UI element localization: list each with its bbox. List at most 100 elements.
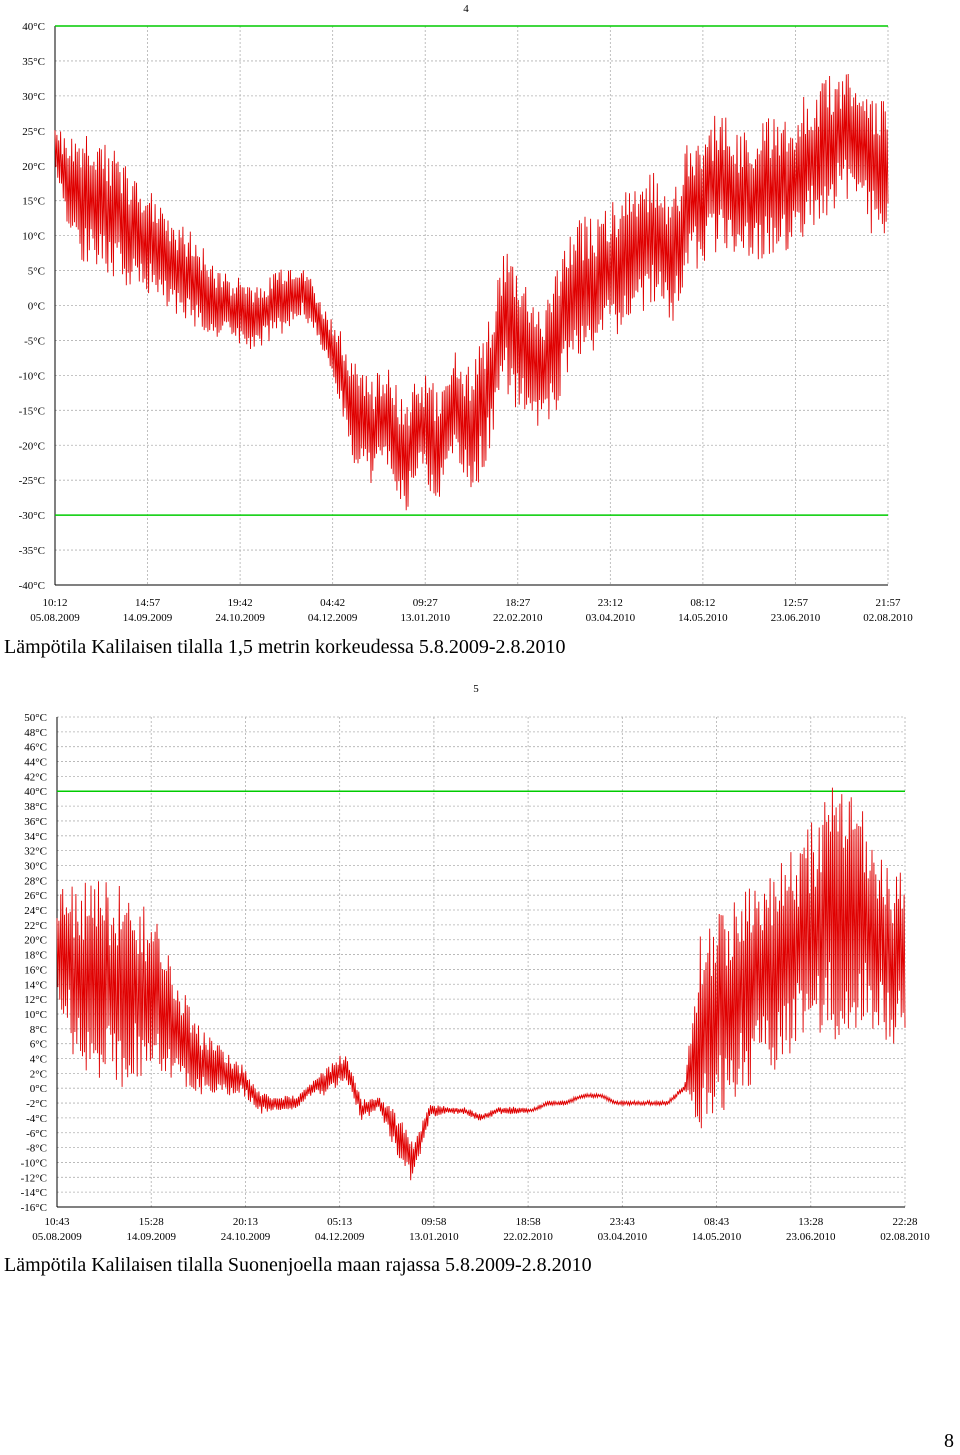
y-tick-label: 20°C — [22, 161, 45, 173]
temperature-chart-ground: 5 50°C 48°C 46°C 44°C 42°C 40°C 38°C 36°C 34°C 32°… — [21, 683, 931, 1243]
x-tick-time: 12:57 — [783, 597, 809, 609]
x-tick-date: 22.02.2010 — [493, 612, 543, 624]
temperature-series-line — [56, 787, 906, 1181]
x-tick-time: 13:28 — [798, 1216, 824, 1228]
y-tick-label: 30°C — [24, 860, 47, 872]
x-tick-date: 02.08.2010 — [863, 612, 913, 624]
x-tick-time: 20:13 — [233, 1216, 259, 1228]
x-tick-time: 14:57 — [135, 597, 161, 609]
y-tick-label: 8°C — [30, 1024, 47, 1036]
x-tick-time: 05:13 — [327, 1216, 353, 1228]
y-tick-label: -10°C — [19, 370, 45, 382]
y-tick-label: 0°C — [30, 1083, 47, 1095]
y-tick-label: 44°C — [24, 757, 47, 769]
y-tick-label: 22°C — [24, 920, 47, 932]
x-tick-time: 18:27 — [505, 597, 531, 609]
y-tick-label: -25°C — [19, 475, 45, 487]
y-tick-label: 48°C — [24, 727, 47, 739]
x-tick-date: 13.01.2010 — [400, 612, 450, 624]
y-tick-label: 16°C — [24, 964, 47, 976]
y-tick-label: 10°C — [22, 231, 45, 243]
x-tick-time: 04:42 — [320, 597, 345, 609]
y-tick-label: 38°C — [24, 801, 47, 813]
y-tick-label: 20°C — [24, 935, 47, 947]
x-tick-time: 23:43 — [610, 1216, 636, 1228]
x-tick-time: 10:43 — [44, 1216, 70, 1228]
y-tick-label: -10°C — [21, 1157, 47, 1169]
y-tick-label: -16°C — [21, 1202, 47, 1214]
chart-number: 5 — [473, 683, 479, 695]
x-tick-time: 22:28 — [892, 1216, 918, 1228]
y-tick-label: 36°C — [24, 816, 47, 828]
y-tick-label: 12°C — [24, 994, 47, 1006]
y-tick-label: 25°C — [22, 126, 45, 138]
y-tick-label: 32°C — [24, 846, 47, 858]
y-tick-label: -35°C — [19, 545, 45, 557]
y-tick-label: 35°C — [22, 56, 45, 68]
x-tick-time: 10:12 — [42, 597, 67, 609]
y-tick-label: 50°C — [24, 712, 47, 724]
temperature-chart-air: 4 40°C 35°C 30°C 25°C 20°C 15°C 10°C 5°C 0°C -5°C -… — [19, 3, 914, 624]
x-tick-time: 08:12 — [690, 597, 715, 609]
y-tick-label: 40°C — [22, 21, 45, 33]
y-tick-label: 14°C — [24, 979, 47, 991]
x-tick-date: 24.10.2009 — [215, 612, 265, 624]
y-tick-label: -4°C — [26, 1113, 47, 1125]
x-tick-date: 04.12.2009 — [308, 612, 358, 624]
x-tick-date: 14.05.2010 — [692, 1231, 742, 1243]
chart-caption-air: Lämpötila Kalilaisen tilalla 1,5 metrin … — [4, 636, 566, 658]
y-tick-label: 18°C — [24, 950, 47, 962]
y-tick-label: 10°C — [24, 1009, 47, 1021]
x-tick-time: 09:27 — [413, 597, 439, 609]
x-tick-date: 02.08.2010 — [880, 1231, 930, 1243]
temperature-series-line — [54, 73, 889, 511]
x-tick-date: 22.02.2010 — [503, 1231, 553, 1243]
chart-number: 4 — [463, 3, 469, 15]
x-tick-date: 14.09.2009 — [123, 612, 173, 624]
x-tick-date: 14.05.2010 — [678, 612, 728, 624]
y-tick-label: -6°C — [26, 1128, 47, 1140]
y-tick-label: 24°C — [24, 905, 47, 917]
y-tick-label: 42°C — [24, 771, 47, 783]
x-tick-time: 23:12 — [598, 597, 623, 609]
x-tick-time: 09:58 — [421, 1216, 447, 1228]
y-tick-label: 34°C — [24, 831, 47, 843]
y-tick-label: 30°C — [22, 91, 45, 103]
y-tick-label: -20°C — [19, 440, 45, 452]
x-tick-date: 03.04.2010 — [598, 1231, 648, 1243]
x-tick-time: 21:57 — [875, 597, 901, 609]
y-tick-label: 46°C — [24, 742, 47, 754]
x-tick-date: 05.08.2009 — [30, 612, 80, 624]
x-tick-date: 04.12.2009 — [315, 1231, 365, 1243]
x-tick-date: 14.09.2009 — [126, 1231, 176, 1243]
page-number: 8 — [944, 1430, 954, 1452]
y-tick-label: 26°C — [24, 890, 47, 902]
y-tick-label: -40°C — [19, 580, 45, 592]
y-tick-label: 5°C — [28, 266, 45, 278]
y-tick-label: -15°C — [19, 405, 45, 417]
y-tick-label: 4°C — [30, 1054, 47, 1066]
y-tick-label: 28°C — [24, 875, 47, 887]
y-tick-label: 0°C — [28, 301, 45, 313]
y-tick-label: 2°C — [30, 1068, 47, 1080]
y-tick-label: 6°C — [30, 1039, 47, 1051]
x-tick-time: 18:58 — [516, 1216, 542, 1228]
x-tick-date: 23.06.2010 — [786, 1231, 836, 1243]
y-tick-label: -2°C — [26, 1098, 47, 1110]
y-tick-label: -8°C — [26, 1143, 47, 1155]
y-tick-label: -5°C — [24, 335, 45, 347]
y-tick-label: -14°C — [21, 1187, 47, 1199]
chart-caption-ground: Lämpötila Kalilaisen tilalla Suonenjoell… — [4, 1254, 592, 1276]
x-tick-date: 03.04.2010 — [586, 612, 636, 624]
x-tick-date: 05.08.2009 — [32, 1231, 82, 1243]
x-tick-date: 13.01.2010 — [409, 1231, 459, 1243]
y-tick-label: -12°C — [21, 1172, 47, 1184]
x-tick-time: 08:43 — [704, 1216, 730, 1228]
x-tick-time: 19:42 — [228, 597, 253, 609]
x-tick-date: 23.06.2010 — [771, 612, 821, 624]
y-tick-label: -30°C — [19, 510, 45, 522]
x-tick-time: 15:28 — [139, 1216, 165, 1228]
y-tick-label: 15°C — [22, 196, 45, 208]
x-tick-date: 24.10.2009 — [221, 1231, 271, 1243]
y-tick-label: 40°C — [24, 786, 47, 798]
